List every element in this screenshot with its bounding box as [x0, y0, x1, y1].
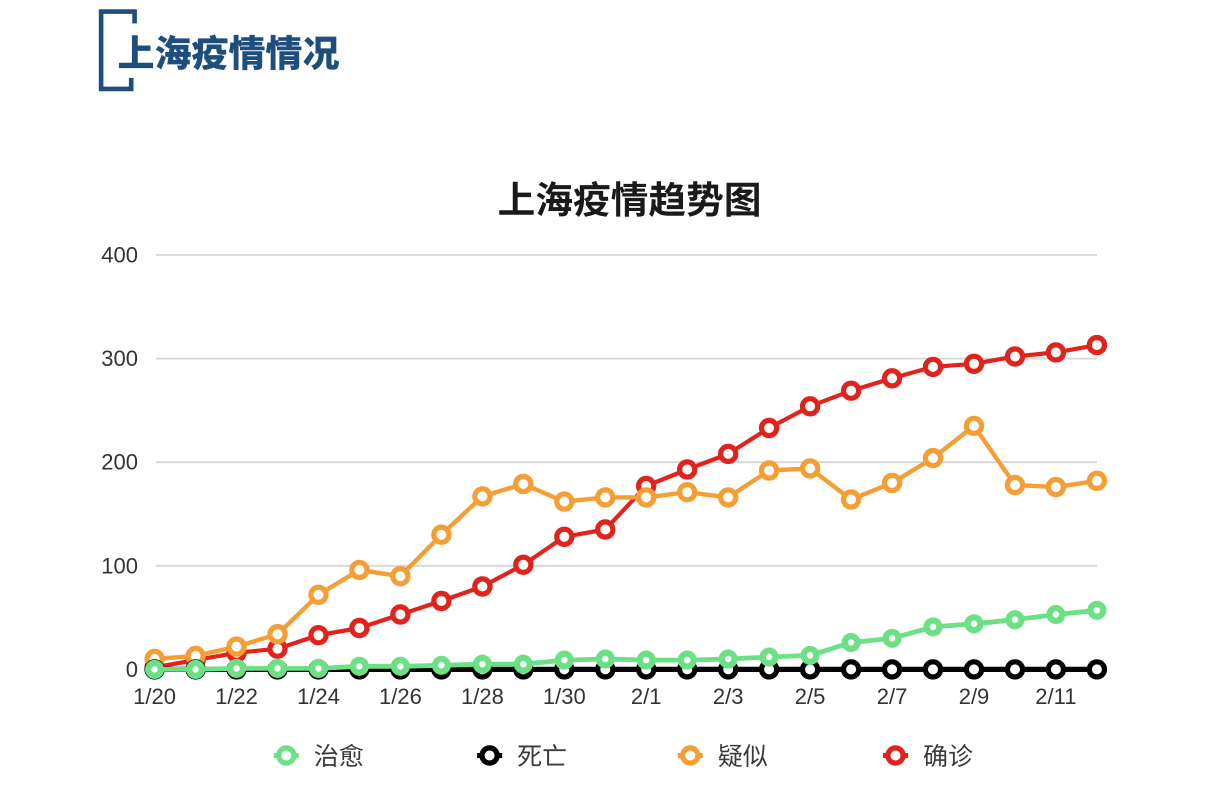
svg-text:1/24: 1/24: [297, 684, 340, 709]
svg-text:2/5: 2/5: [795, 684, 826, 709]
svg-text:2/9: 2/9: [959, 684, 990, 709]
svg-text:2/11: 2/11: [1035, 684, 1076, 709]
svg-text:2/7: 2/7: [877, 684, 908, 709]
svg-text:2/3: 2/3: [713, 684, 744, 709]
svg-text:1/30: 1/30: [543, 684, 586, 709]
svg-text:2/1: 2/1: [631, 684, 662, 709]
svg-text:1/26: 1/26: [379, 684, 422, 709]
svg-text:1/22: 1/22: [215, 684, 258, 709]
svg-text:100: 100: [101, 553, 138, 578]
svg-text:1/20: 1/20: [133, 684, 176, 709]
svg-text:1/28: 1/28: [461, 684, 504, 709]
svg-text:400: 400: [101, 243, 138, 268]
svg-text:300: 300: [101, 346, 138, 371]
svg-text:0: 0: [126, 657, 138, 682]
svg-text:200: 200: [101, 450, 138, 475]
